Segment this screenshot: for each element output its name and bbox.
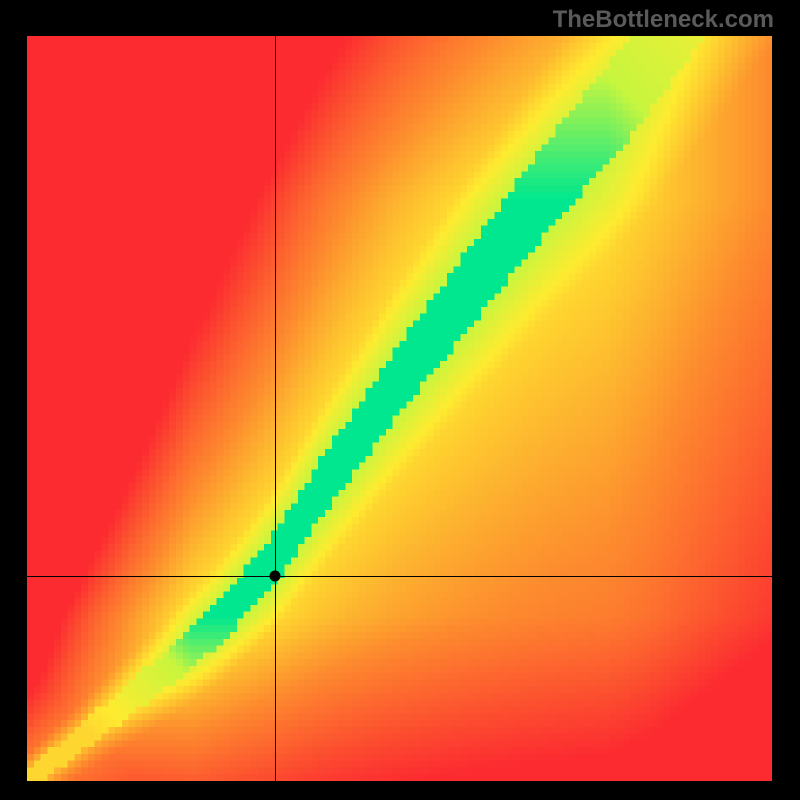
crosshair-vertical	[275, 36, 276, 781]
crosshair-marker	[270, 571, 281, 582]
chart-container: { "watermark": { "text": "TheBottleneck.…	[0, 0, 800, 800]
crosshair-horizontal	[27, 576, 772, 577]
watermark-text: TheBottleneck.com	[553, 6, 774, 34]
bottleneck-heatmap	[27, 36, 772, 781]
